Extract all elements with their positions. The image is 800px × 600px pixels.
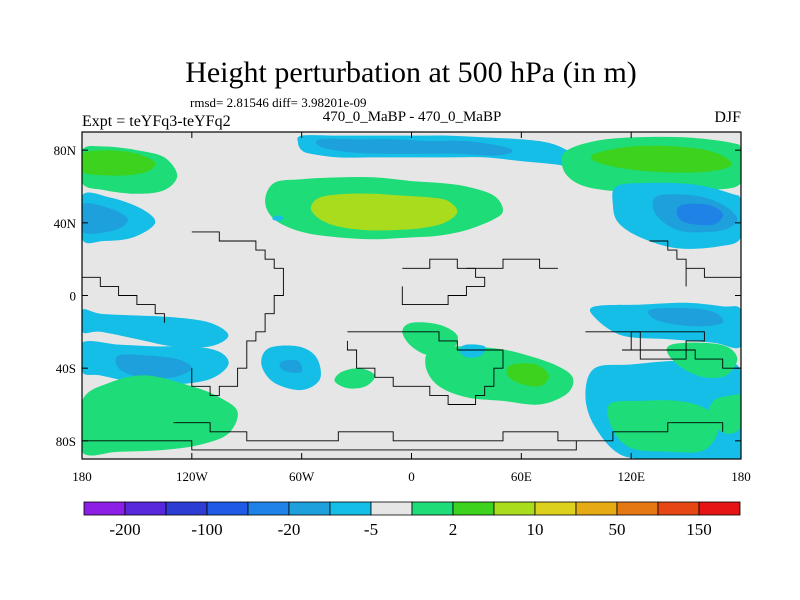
x-tick-label-3: 0 <box>408 469 415 484</box>
colorbar-swatch-13 <box>616 501 659 516</box>
colorbar-label-5: 10 <box>527 520 544 539</box>
contour-south-pacific-center-core <box>115 354 192 379</box>
colorbar-swatch-10 <box>493 501 536 516</box>
coastline-1 <box>346 331 504 405</box>
y-tick-label-1: 40N <box>54 216 77 231</box>
colorbar-swatch-4 <box>247 501 290 516</box>
colorbar-swatch-0 <box>83 501 126 516</box>
chart-center-label: 470_0_MaBP - 470_0_MaBP <box>323 109 502 125</box>
contour-south-pacific-e-green <box>607 400 719 453</box>
x-tick-label-5: 120E <box>617 469 645 484</box>
colorbar-label-0: -200 <box>109 520 140 539</box>
colorbar-label-4: 2 <box>449 520 458 539</box>
x-tick-label-4: 60E <box>511 469 532 484</box>
coastline-0 <box>191 231 284 396</box>
contour-small-blue-70w <box>272 215 284 222</box>
y-tick-label-4: 80S <box>56 434 76 449</box>
contour-north-atlantic-band-core <box>310 193 458 231</box>
contour-asia-pacific-lobe-deep <box>676 203 723 226</box>
colorbar-swatch-8 <box>411 501 454 516</box>
contour-south-40e-blue <box>459 344 486 358</box>
y-tick-label-0: 80N <box>54 143 77 158</box>
contour-south-polar-green-w <box>82 375 238 456</box>
contour-pacific-w-lobe-core <box>82 203 128 234</box>
colorbar-swatch-1 <box>124 501 167 516</box>
chart-title: Height perturbation at 500 hPa (in m) <box>185 56 637 89</box>
chart-left-label: Expt = teYFq3-teYFq2 <box>82 113 231 130</box>
coastline-6 <box>649 240 687 287</box>
colorbar-label-1: -100 <box>191 520 222 539</box>
x-tick-label-0: 180 <box>72 469 92 484</box>
colorbar-swatch-5 <box>288 501 331 516</box>
contour-asia-north-inner <box>590 145 732 173</box>
colorbar-swatch-6 <box>329 501 372 516</box>
contour-south-atlantic-green-small <box>334 368 375 389</box>
contour-eq-blue-east-core <box>647 308 724 327</box>
coastline-10 <box>622 331 705 360</box>
contour-south-indian-core <box>506 363 549 387</box>
contour-south-indian-green <box>425 346 574 405</box>
colorbar-swatch-9 <box>452 501 495 516</box>
coastline-8 <box>82 276 165 323</box>
colorbar-swatch-3 <box>206 501 249 516</box>
contour-africa-south-green <box>402 322 458 356</box>
contour-south-60w-core <box>279 359 303 373</box>
coastline-4 <box>82 440 577 451</box>
colorbar-swatch-7 <box>370 501 413 516</box>
contour-polar-arc-inner <box>315 138 513 156</box>
contour-australia-green <box>666 342 738 379</box>
coastline-2 <box>401 258 486 306</box>
colorbar-swatch-15 <box>698 501 741 516</box>
coastlines <box>82 231 741 451</box>
coastline-7 <box>466 258 558 269</box>
x-tick-label-6: 180 <box>731 469 751 484</box>
y-tick-label-2: 0 <box>70 289 77 304</box>
colorbar-label-3: -5 <box>364 520 378 539</box>
contour-se-pacific-band <box>82 309 229 348</box>
contour-pacific-nw-inner <box>82 150 156 176</box>
contour-far-se-green <box>707 394 741 434</box>
colorbar-swatch-11 <box>534 501 577 516</box>
chart-subtitle: rmsd= 2.81546 diff= 3.98201e-09 <box>190 95 367 110</box>
colorbar-swatch-14 <box>657 501 700 516</box>
x-tick-label-2: 60W <box>289 469 315 484</box>
colorbar-swatch-2 <box>165 501 208 516</box>
colorbar: -200 -100 -20 -5 2 10 50 150 <box>83 501 741 539</box>
colorbar-label-7: 150 <box>686 520 712 539</box>
axes: 180 120W 60W 0 60E 120E 180 80N 40N 0 40S 80S <box>54 132 751 484</box>
coastline-3 <box>173 422 724 442</box>
colorbar-label-6: 50 <box>609 520 626 539</box>
chart-right-label: DJF <box>714 109 741 126</box>
colorbar-swatch-12 <box>575 501 618 516</box>
contour-fields <box>82 135 741 459</box>
x-tick-label-1: 120W <box>176 469 209 484</box>
colorbar-label-2: -20 <box>278 520 301 539</box>
coastline-5 <box>686 267 741 296</box>
y-tick-label-3: 40S <box>56 361 76 376</box>
